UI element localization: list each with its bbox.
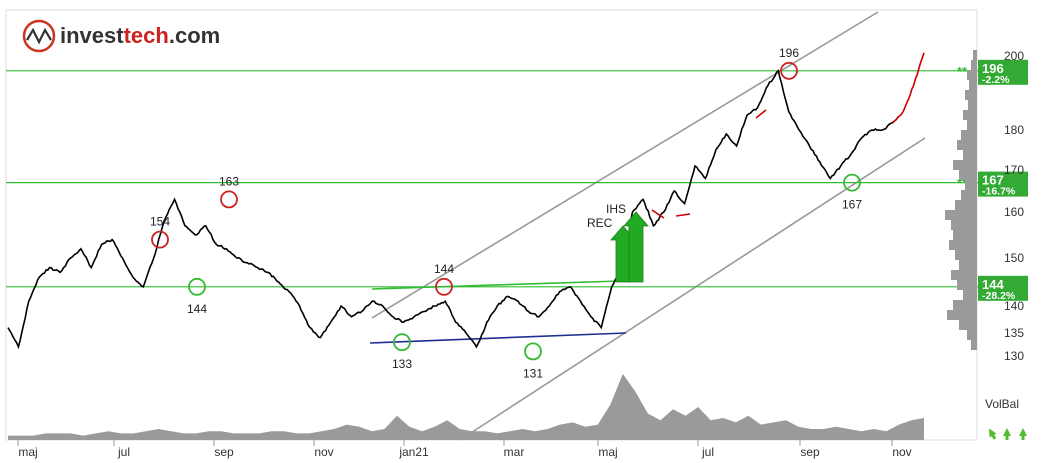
price-segment-recent (651, 209, 665, 219)
bottom-label: 133 (392, 357, 412, 371)
top-label: 144 (434, 262, 454, 276)
price-volume-bar (953, 300, 977, 310)
price-volume-bar (959, 260, 977, 270)
volbal-arrows (989, 428, 1027, 440)
price-volume-bar (965, 90, 977, 100)
logo-text-accent: tech (124, 23, 169, 48)
price-volume-bar (955, 200, 977, 210)
bottom-marker (393, 333, 411, 352)
price-volume-bar (957, 140, 977, 150)
price-volume-bar (967, 120, 977, 130)
x-tick-label: sep (800, 445, 820, 459)
price-volume-bar (961, 130, 977, 140)
channel-upper-line (371, 11, 879, 319)
price-volume-bar (945, 210, 977, 220)
price-line-recent (892, 52, 925, 124)
x-tick-label: sep (214, 445, 234, 459)
y-tick-label: 170 (1004, 163, 1024, 177)
y-tick-label: 135 (1004, 326, 1024, 340)
top-marker (220, 190, 238, 209)
sr-label-box (978, 275, 1028, 301)
y-tick-label: 130 (1004, 349, 1024, 363)
top-label: 163 (219, 174, 239, 188)
sr-level-label: 196 (982, 61, 1004, 76)
x-tick-label: jan21 (398, 445, 429, 459)
volume-balance-area (8, 374, 924, 440)
y-tick-label: 140 (1004, 299, 1024, 313)
sr-label-box (978, 171, 1028, 197)
price-volume-bar (973, 50, 977, 60)
volbal-label: VolBal (985, 397, 1019, 411)
svg-text:investtech.com: investtech.com (60, 23, 220, 48)
sr-stars: ** (957, 64, 968, 79)
sr-stars: ** (957, 176, 968, 191)
price-volume-bar (953, 230, 977, 240)
bottom-marker (524, 342, 542, 361)
sr-level-pct: -2.2% (982, 74, 1010, 86)
price-volume-bar (967, 330, 977, 340)
price-segment-recent (755, 109, 767, 119)
top-label: 154 (150, 215, 170, 229)
price-line (7, 69, 899, 350)
y-tick-label: 180 (1004, 123, 1024, 137)
price-volume-bar (947, 310, 977, 320)
base-trend-line (369, 332, 627, 344)
logo-text-dark: invest (60, 23, 124, 48)
price-volume-bar (951, 220, 977, 230)
y-tick-label: 160 (1004, 205, 1024, 219)
sr-level-pct: -16.7% (982, 186, 1016, 198)
bottom-marker (843, 173, 861, 192)
price-volume-bar (951, 270, 977, 280)
logo-icon (22, 19, 56, 53)
x-tick-label: maj (18, 445, 37, 459)
top-marker (435, 277, 453, 296)
y-tick-label: 200 (1004, 49, 1024, 63)
x-tick-label: maj (598, 445, 617, 459)
price-volume-bar (963, 110, 977, 120)
price-volume-bar (963, 150, 977, 160)
logo-text-suffix: .com (169, 23, 220, 48)
price-volume-bar (965, 180, 977, 190)
x-tick-label: nov (892, 445, 911, 459)
sr-level-label: 167 (982, 173, 1004, 188)
top-marker (780, 61, 798, 80)
bottom-marker (188, 277, 206, 296)
price-volume-bar (959, 170, 977, 180)
bottom-label: 144 (187, 302, 207, 316)
price-volume-bar (971, 340, 977, 350)
price-volume-bar (968, 100, 977, 110)
price-segment-recent (675, 213, 691, 217)
sr-level-label: 144 (982, 277, 1004, 292)
price-volume-bar (949, 240, 977, 250)
top-marker (151, 230, 169, 249)
investtech-logo[interactable]: investtech.com (22, 19, 220, 53)
signal-label-ihs: IHS (606, 202, 626, 216)
price-volume-bar (963, 290, 977, 300)
bottom-label: 167 (842, 198, 862, 212)
price-volume-bar (967, 70, 977, 80)
price-volume-bar (969, 80, 977, 90)
ihs-signal-arrow (623, 211, 649, 283)
price-volume-bar (971, 60, 977, 70)
x-tick-label: jul (117, 445, 130, 459)
x-tick-label: nov (314, 445, 333, 459)
sr-label-box (978, 59, 1028, 85)
sr-level-pct: -28.2% (982, 290, 1016, 302)
price-volume-bar (959, 320, 977, 330)
bottom-label: 131 (523, 366, 543, 380)
price-volume-bar (953, 160, 977, 170)
price-volume-bar (957, 280, 977, 290)
y-tick-label: 150 (1004, 251, 1024, 265)
x-tick-label: mar (504, 445, 525, 459)
price-volume-bar (961, 190, 977, 200)
channel-lower-line (459, 137, 926, 441)
price-volume-bar (955, 250, 977, 260)
top-label: 196 (779, 46, 799, 60)
neckline-trend (371, 280, 621, 290)
x-tick-label: jul (701, 445, 714, 459)
signal-label-rec: REC (587, 216, 613, 230)
